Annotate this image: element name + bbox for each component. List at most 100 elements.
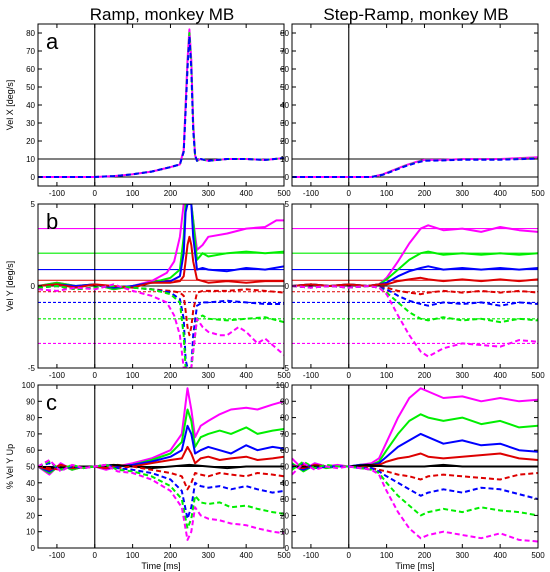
y-tick-label: 70: [26, 430, 35, 439]
y-tick-label: 60: [26, 65, 35, 74]
y-tick-label: 0: [31, 544, 36, 553]
y-tick-label: 5: [285, 200, 290, 209]
series-line-magenta-dashed: [38, 459, 284, 541]
x-tick-label: 400: [239, 551, 253, 560]
x-tick-label: 200: [164, 551, 178, 560]
plot-content: [38, 385, 284, 548]
y-tick-label: 0: [285, 173, 290, 182]
x-tick-label: 400: [493, 551, 507, 560]
x-tick-label: 100: [126, 551, 140, 560]
x-axis-label: Time [ms]: [141, 561, 180, 571]
y-tick-label: -5: [28, 364, 36, 373]
series-line-magenta-dashed: [292, 285, 538, 358]
y-tick-label: 80: [280, 414, 289, 423]
x-tick-label: 300: [456, 551, 470, 560]
x-tick-label: 200: [164, 371, 178, 380]
y-tick-label: 60: [280, 65, 289, 74]
x-tick-label: 100: [126, 371, 140, 380]
y-axis-label: % Vel Y Up: [5, 444, 15, 489]
x-tick-label: 200: [164, 189, 178, 198]
series-line-red: [38, 235, 284, 289]
y-tick-label: 40: [26, 101, 35, 110]
x-tick-label: 300: [202, 371, 216, 380]
panel-letter-a: a: [46, 29, 59, 54]
series-line-red: [292, 276, 538, 287]
series-line-blue-dashed: [292, 462, 538, 501]
y-tick-label: 10: [26, 155, 35, 164]
x-tick-label: 300: [456, 189, 470, 198]
y-axis-label: Vel X [deg/s]: [5, 80, 15, 131]
x-tick-label: 500: [277, 371, 291, 380]
y-tick-label: 20: [26, 511, 35, 520]
y-tick-label: 50: [280, 463, 289, 472]
x-tick-label: 100: [380, 371, 394, 380]
x-tick-label: 300: [202, 189, 216, 198]
panel-letter-c: c: [46, 390, 57, 415]
y-tick-label: 50: [26, 463, 35, 472]
y-tick-label: 30: [280, 495, 289, 504]
x-tick-label: 300: [202, 551, 216, 560]
x-tick-label: 400: [493, 371, 507, 380]
series-line-magenta-dashed: [292, 462, 538, 543]
y-tick-label: 70: [280, 430, 289, 439]
x-tick-label: 0: [347, 371, 352, 380]
series-line-blue-dashed: [38, 35, 284, 178]
plot-content: [38, 24, 284, 186]
plot-content: [38, 204, 284, 368]
series-line-blue-dashed: [292, 157, 538, 178]
y-tick-label: 20: [26, 137, 35, 146]
y-tick-label: 60: [280, 446, 289, 455]
x-tick-label: -100: [303, 189, 320, 198]
y-tick-label: 70: [280, 47, 289, 56]
y-tick-label: 100: [22, 381, 36, 390]
y-tick-label: 30: [26, 119, 35, 128]
series-line-green: [292, 413, 538, 473]
plot-content: [292, 385, 538, 548]
y-tick-label: 0: [285, 544, 290, 553]
panel-step-velx: -100 0 100 200 300 400 500 0 10 20 30 40 50 60 70 80: [280, 23, 545, 198]
x-tick-label: -100: [303, 371, 320, 380]
y-tick-label: 10: [280, 528, 289, 537]
x-tick-label: 0: [93, 371, 98, 380]
y-tick-label: 50: [280, 83, 289, 92]
x-tick-label: 200: [418, 371, 432, 380]
y-tick-label: 60: [26, 446, 35, 455]
y-tick-label: 40: [280, 101, 289, 110]
panel-ramp-pct: -100 0 100 200 300 400 50001020304050607080901…: [5, 381, 291, 571]
y-tick-label: 90: [26, 397, 35, 406]
y-tick-label: 80: [26, 29, 35, 38]
y-tick-label: 70: [26, 47, 35, 56]
plot-area: [38, 24, 284, 186]
y-tick-label: 100: [276, 381, 290, 390]
x-tick-label: 100: [126, 189, 140, 198]
panel-step-pct: -100 0 100 200 300 400 50001020304050607080901…: [276, 381, 546, 571]
y-tick-label: 80: [26, 414, 35, 423]
x-tick-label: 300: [456, 371, 470, 380]
x-tick-label: -100: [49, 371, 66, 380]
x-tick-label: 500: [531, 551, 545, 560]
series-line-magenta-dashed: [38, 283, 284, 368]
panel-step-vely: -100 0 100 200 300 400 500 -5 0 5: [282, 200, 545, 380]
x-tick-label: 500: [531, 189, 545, 198]
y-tick-label: 5: [31, 200, 36, 209]
y-tick-label: 10: [26, 528, 35, 537]
x-tick-label: 500: [277, 551, 291, 560]
x-tick-label: 100: [380, 551, 394, 560]
x-tick-label: -100: [49, 551, 66, 560]
x-tick-label: 400: [239, 189, 253, 198]
series-line-green-dashed: [292, 460, 538, 517]
y-tick-label: 40: [280, 479, 289, 488]
x-tick-label: 0: [347, 189, 352, 198]
x-tick-label: 400: [493, 189, 507, 198]
x-tick-label: 500: [531, 371, 545, 380]
x-axis-label: Time [ms]: [395, 561, 434, 571]
column-title-ramp: Ramp, monkey MB: [90, 5, 235, 24]
y-tick-label: 0: [31, 173, 36, 182]
y-tick-label: 30: [280, 119, 289, 128]
y-tick-label: 50: [26, 83, 35, 92]
x-tick-label: -100: [303, 551, 320, 560]
plot-content: [292, 204, 538, 368]
